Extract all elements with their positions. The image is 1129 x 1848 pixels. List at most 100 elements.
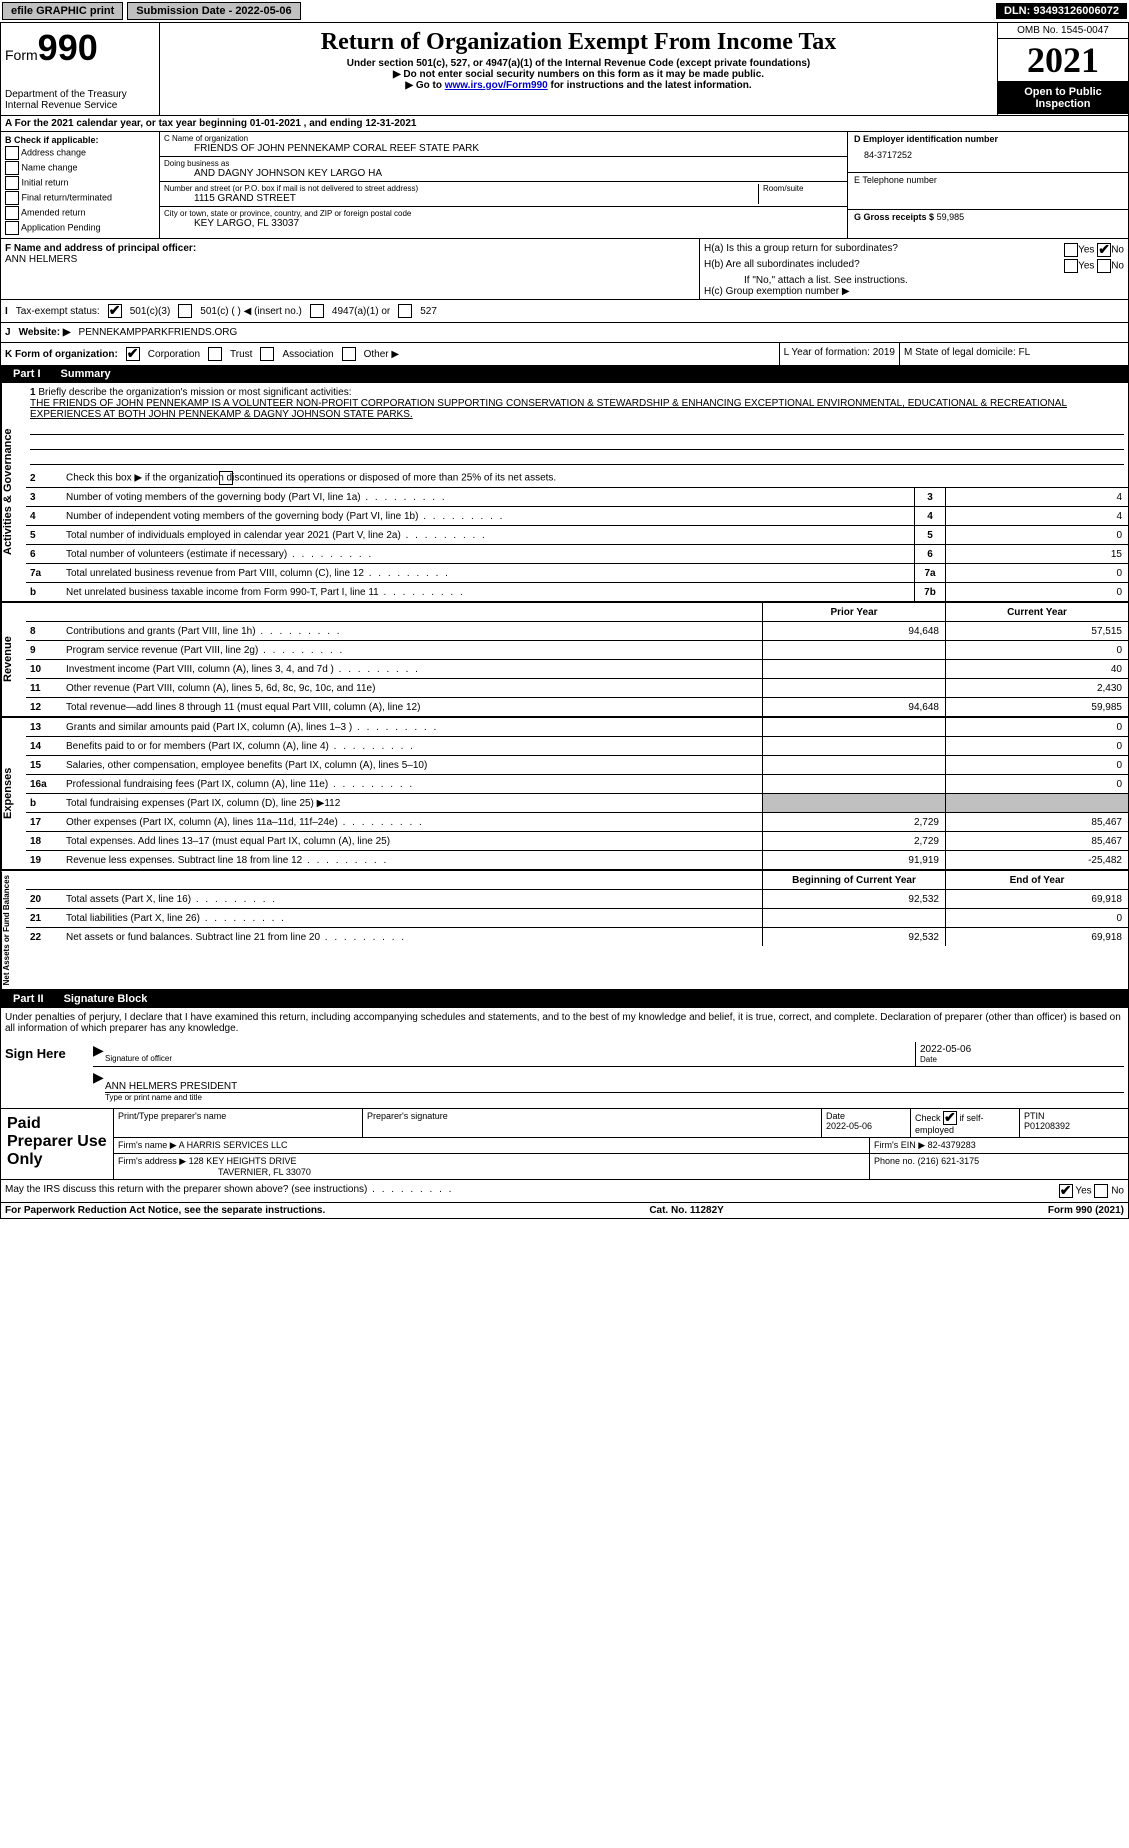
firm-label: Firm's name ▶ — [118, 1140, 177, 1150]
sidelabel-revenue: Revenue — [1, 603, 26, 716]
firm-addr1: 128 KEY HEIGHTS DRIVE — [189, 1156, 297, 1166]
website-label: Website: ▶ — [19, 327, 71, 338]
ha-no: No — [1111, 245, 1124, 256]
block-b-c-d: B Check if applicable: Address change Na… — [1, 132, 1128, 239]
street-label: Number and street (or P.O. box if mail i… — [164, 184, 758, 193]
gross-label: G Gross receipts $ — [854, 212, 934, 222]
l14-curr: 0 — [945, 737, 1128, 755]
form-title: Return of Organization Exempt From Incom… — [164, 29, 993, 56]
row-a-text: A For the 2021 calendar year, or tax yea… — [5, 118, 416, 129]
l3-val: 4 — [945, 488, 1128, 506]
l15-prior — [762, 756, 945, 774]
opt-501c3: 501(c)(3) — [130, 306, 171, 317]
chk-501c[interactable] — [178, 304, 192, 318]
col-b-checkboxes: B Check if applicable: Address change Na… — [1, 132, 160, 238]
org-name: FRIENDS OF JOHN PENNEKAMP CORAL REEF STA… — [164, 143, 843, 154]
l15-curr: 0 — [945, 756, 1128, 774]
line-13: 13Grants and similar amounts paid (Part … — [26, 718, 1128, 737]
sub3-post: for instructions and the latest informat… — [548, 80, 752, 91]
mission-num: 1 — [30, 387, 36, 398]
chk-corporation[interactable] — [126, 347, 140, 361]
line-16b: bTotal fundraising expenses (Part IX, co… — [26, 794, 1128, 813]
city-label: City or town, state or province, country… — [164, 209, 843, 218]
opt-501c: 501(c) ( ) ◀ (insert no.) — [200, 306, 302, 317]
l9-curr: 0 — [945, 641, 1128, 659]
l11-text: Other revenue (Part VIII, column (A), li… — [62, 681, 762, 696]
discuss-yes: Yes — [1075, 1186, 1091, 1197]
l16b-prior — [762, 794, 945, 812]
l17-prior: 2,729 — [762, 813, 945, 831]
opt-4947: 4947(a)(1) or — [332, 306, 390, 317]
chk-final-return[interactable]: Final return/terminated — [5, 191, 155, 205]
chk-4947[interactable] — [310, 304, 324, 318]
sig-name-label: Type or print name and title — [105, 1093, 1124, 1102]
sidelabel-net: Net Assets or Fund Balances — [1, 871, 26, 989]
l21-curr: 0 — [945, 909, 1128, 927]
line-21: 21Total liabilities (Part X, line 26) 0 — [26, 909, 1128, 928]
prep-name-hdr: Print/Type preparer's name — [114, 1109, 363, 1137]
col-f-officer: F Name and address of principal officer:… — [1, 239, 700, 299]
prep-row-1: Print/Type preparer's name Preparer's si… — [114, 1109, 1128, 1138]
chk-name-change[interactable]: Name change — [5, 161, 155, 175]
chk-app-pending[interactable]: Application Pending — [5, 221, 155, 235]
current-year-hdr: Current Year — [945, 603, 1128, 621]
chk-initial-return[interactable]: Initial return — [5, 176, 155, 190]
sig-arrow-icon-2: ▶ — [93, 1069, 105, 1102]
chk-501c3[interactable] — [108, 304, 122, 318]
chk-trust[interactable] — [208, 347, 222, 361]
end-year-hdr: End of Year — [945, 871, 1128, 889]
officer-label: F Name and address of principal officer: — [5, 243, 196, 254]
chk-address-change[interactable]: Address change — [5, 146, 155, 160]
subtitle-3: ▶ Go to www.irs.gov/Form990 for instruct… — [164, 80, 993, 91]
submission-date-button[interactable]: Submission Date - 2022-05-06 — [127, 2, 300, 20]
section-expenses: Expenses 13Grants and similar amounts pa… — [1, 718, 1128, 871]
h-a: H(a) Is this a group return for subordin… — [704, 243, 1124, 257]
preparer-title: Paid Preparer Use Only — [1, 1109, 114, 1179]
line-7b: bNet unrelated business taxable income f… — [26, 583, 1128, 601]
l7b-text: Net unrelated business taxable income fr… — [62, 585, 914, 600]
l10-prior — [762, 660, 945, 678]
officer-name: ANN HELMERS — [5, 254, 695, 265]
ein-label: D Employer identification number — [854, 134, 998, 144]
chk-discuss-no[interactable] — [1094, 1184, 1108, 1198]
prior-year-hdr: Prior Year — [762, 603, 945, 621]
l21-text: Total liabilities (Part X, line 26) — [62, 911, 762, 926]
col-h-group: H(a) Is this a group return for subordin… — [700, 239, 1128, 299]
l17-curr: 85,467 — [945, 813, 1128, 831]
irs-link[interactable]: www.irs.gov/Form990 — [445, 80, 548, 91]
prep-row-2: Firm's name ▶ A HARRIS SERVICES LLC Firm… — [114, 1138, 1128, 1154]
l16a-curr: 0 — [945, 775, 1128, 793]
l16b-curr — [945, 794, 1128, 812]
hb-no: No — [1111, 261, 1124, 272]
footer-discuss: May the IRS discuss this return with the… — [1, 1180, 1128, 1203]
l4-val: 4 — [945, 507, 1128, 525]
prep-date-hdr: Date — [826, 1111, 906, 1121]
sig-date-label: Date — [920, 1055, 1120, 1064]
l12-curr: 59,985 — [945, 698, 1128, 716]
line-3: 3Number of voting members of the governi… — [26, 488, 1128, 507]
signature-block: Under penalties of perjury, I declare th… — [1, 1008, 1128, 1109]
chk-527[interactable] — [398, 304, 412, 318]
l2-text: Check this box ▶ if the organization dis… — [66, 473, 556, 484]
gross-value: 59,985 — [937, 212, 965, 222]
line-8: 8Contributions and grants (Part VIII, li… — [26, 622, 1128, 641]
chk-discuss-yes[interactable] — [1059, 1184, 1073, 1198]
form-label-footer: Form 990 (2021) — [1048, 1205, 1124, 1216]
chk-amended-return[interactable]: Amended return — [5, 206, 155, 220]
l19-curr: -25,482 — [945, 851, 1128, 869]
line-10: 10Investment income (Part VIII, column (… — [26, 660, 1128, 679]
chk-discontinued[interactable] — [219, 471, 233, 485]
l16a-prior — [762, 775, 945, 793]
footer-final: For Paperwork Reduction Act Notice, see … — [1, 1203, 1128, 1218]
phone-label: Phone no. — [874, 1156, 915, 1166]
efile-button[interactable]: efile GRAPHIC print — [2, 2, 123, 20]
website-value: PENNEKAMPPARKFRIENDS.ORG — [79, 327, 238, 338]
chk-association[interactable] — [260, 347, 274, 361]
chk-other[interactable] — [342, 347, 356, 361]
prep-row-3: Firm's address ▶ 128 KEY HEIGHTS DRIVE T… — [114, 1154, 1128, 1179]
l6-text: Total number of volunteers (estimate if … — [62, 547, 914, 562]
l7b-val: 0 — [945, 583, 1128, 601]
open-public-badge: Open to Public Inspection — [998, 82, 1128, 114]
beg-year-hdr: Beginning of Current Year — [762, 871, 945, 889]
l19-text: Revenue less expenses. Subtract line 18 … — [62, 853, 762, 868]
